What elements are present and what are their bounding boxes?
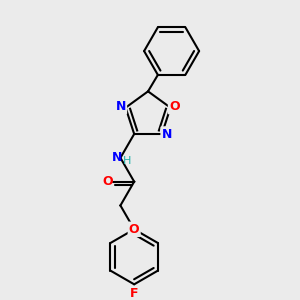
Text: O: O <box>129 223 140 236</box>
Text: O: O <box>102 175 113 188</box>
Text: O: O <box>169 100 180 113</box>
Text: N: N <box>116 100 126 113</box>
Text: N: N <box>162 128 172 140</box>
Text: F: F <box>130 287 138 300</box>
Text: N: N <box>112 151 123 164</box>
Text: H: H <box>123 156 131 166</box>
